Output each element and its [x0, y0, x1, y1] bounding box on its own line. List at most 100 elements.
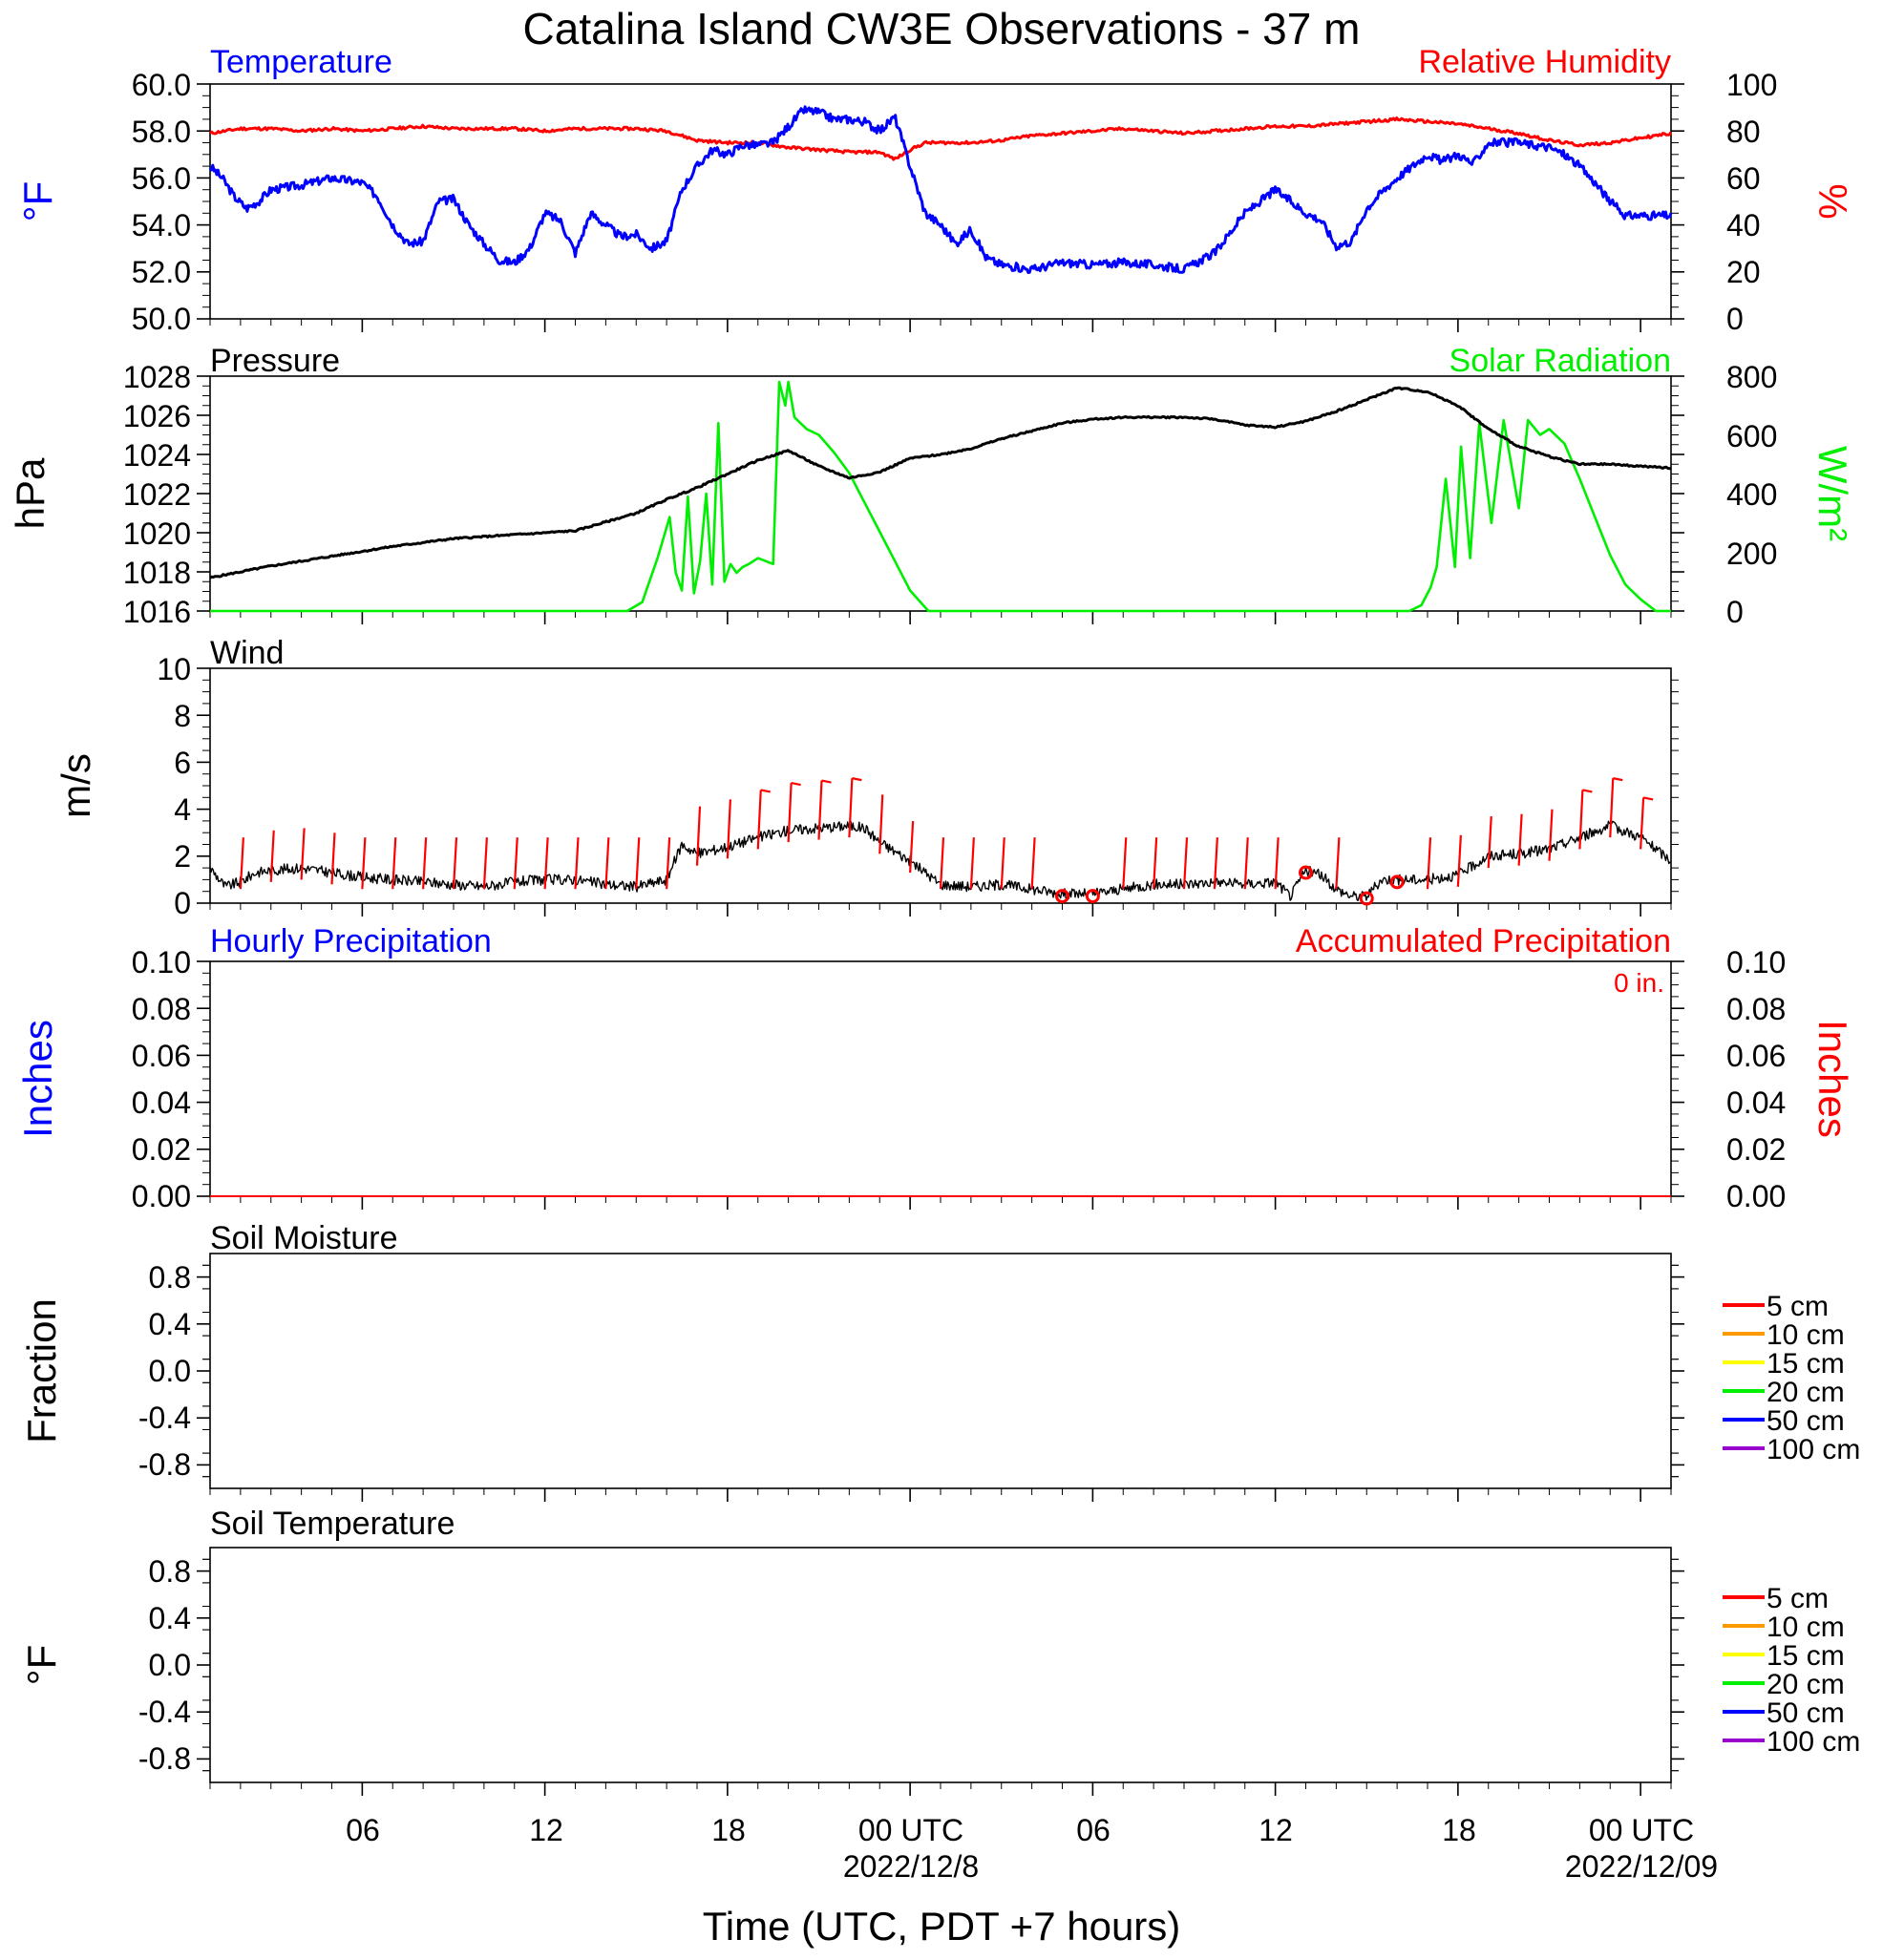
legend-label: 10 cm — [1767, 1319, 1845, 1351]
tick-label: 0.04 — [1726, 1085, 1786, 1120]
tick-label: 0 — [1726, 302, 1744, 336]
temperature-series — [197, 83, 1684, 332]
legend-label: 100 cm — [1767, 1726, 1860, 1758]
wind-barb — [1548, 809, 1554, 861]
tick-label: 0.8 — [149, 1554, 191, 1589]
tick-label: 1020 — [123, 516, 191, 551]
tick-label: 0.06 — [132, 1039, 191, 1073]
calm-wind-marker — [1299, 865, 1313, 880]
wind-title: Wind — [210, 635, 284, 671]
tick-label: 52.0 — [132, 255, 191, 289]
legend-label: 10 cm — [1767, 1612, 1845, 1643]
x-tick-label: 00 UTC — [1589, 1813, 1694, 1847]
panel-frame — [209, 1253, 1672, 1489]
tick-label: 0.10 — [1726, 945, 1786, 980]
pressure-ylabel: hPa — [8, 457, 53, 529]
wind-barb-flag — [760, 789, 771, 793]
wind-barb — [666, 837, 671, 890]
humidity-ylabel: % — [1810, 183, 1855, 219]
legend-item: 20 cm — [1723, 1669, 1845, 1700]
tick-label: 1016 — [123, 595, 191, 629]
precipitation-series — [197, 960, 1684, 1210]
soil-moisture-title: Soil Moisture — [210, 1220, 398, 1256]
wind-barb — [635, 837, 641, 890]
wind-barb-flag — [1582, 789, 1593, 793]
wind-barb — [695, 806, 702, 866]
wind-barb — [422, 837, 428, 890]
tick-label: -0.4 — [138, 1695, 191, 1729]
wind-barb — [1487, 816, 1492, 869]
solar-title: Solar Radiation — [1449, 343, 1671, 379]
tick-label: 10 — [157, 652, 191, 686]
legend-item: 20 cm — [1723, 1377, 1845, 1408]
legend-item: 10 cm — [1723, 1319, 1845, 1351]
soil-temperature-ylabel: °F — [19, 1645, 64, 1685]
tick-label: 1022 — [123, 477, 191, 512]
tick-label: 0.02 — [132, 1132, 191, 1167]
tick-label: -0.8 — [138, 1741, 191, 1776]
hourly-precip-title: Hourly Precipitation — [210, 923, 492, 959]
legend-label: 50 cm — [1767, 1697, 1845, 1729]
wind-barb — [969, 837, 975, 890]
tick-label: 0.02 — [1726, 1132, 1786, 1167]
wind-barb — [909, 820, 915, 874]
soil-temperature-tick-labels: 0.8 0.4 0.0 -0.4 -0.8 — [138, 1554, 191, 1776]
temperature-tick-labels: 60.0 58.0 56.0 54.0 52.0 50.0 — [132, 68, 191, 336]
wind-barb — [1517, 813, 1523, 866]
x-axis-label: Time (UTC, PDT +7 hours) — [703, 1904, 1181, 1949]
legend-item: 5 cm — [1723, 1583, 1829, 1614]
wind-barb — [1000, 837, 1005, 890]
tick-label: 0.00 — [1726, 1179, 1786, 1213]
x-tick-sublabel: 2022/12/09 — [1565, 1849, 1718, 1884]
legend-item: 10 cm — [1723, 1612, 1845, 1643]
tick-label: 0.8 — [149, 1260, 191, 1295]
wind-barb — [482, 837, 488, 890]
soil-moisture-ylabel: Fraction — [19, 1298, 64, 1444]
panel-frame — [209, 375, 1672, 612]
tick-label: 0.4 — [149, 1307, 191, 1341]
calm-wind-marker — [1055, 889, 1069, 904]
wind-barb-flag — [791, 781, 801, 787]
wind-barb — [239, 837, 244, 890]
panel-frame — [209, 960, 1672, 1197]
panel-precipitation: Hourly Precipitation Accumulated Precipi… — [15, 923, 1855, 1213]
soil-temperature-legend: 5 cm 10 cm 15 cm 20 cm 50 cm 100 cm — [1723, 1583, 1860, 1758]
tick-label: 400 — [1726, 477, 1777, 512]
wind-barb — [543, 837, 549, 890]
tick-label: 0.0 — [149, 1648, 191, 1682]
panel-temperature-humidity: Temperature Relative Humidity °F % 60.0 … — [15, 44, 1855, 336]
panel-soil-moisture: Soil Moisture Fraction 0.8 0.4 0.0 -0.4 … — [19, 1220, 1860, 1502]
wind-barb-flag — [1642, 796, 1654, 801]
panel-frame — [209, 1547, 1672, 1783]
tick-label: 4 — [174, 792, 191, 827]
wind-barb — [300, 828, 306, 880]
legend-item: 5 cm — [1723, 1291, 1829, 1322]
tick-label: 0.00 — [132, 1179, 191, 1213]
legend-item: 100 cm — [1723, 1434, 1860, 1465]
wind-barb — [787, 782, 793, 843]
x-tick-label: 12 — [1259, 1813, 1293, 1847]
panel-pressure-solar: Pressure Solar Radiation hPa W/m² 1028 1… — [8, 343, 1855, 629]
legend-label: 5 cm — [1767, 1291, 1829, 1322]
wind-barb — [452, 837, 458, 890]
wind-barb — [726, 799, 731, 859]
humidity-tick-labels: 100 80 60 40 20 0 — [1726, 68, 1777, 336]
calm-wind-marker — [1359, 891, 1374, 906]
legend-label: 15 cm — [1767, 1348, 1845, 1380]
accum-precip-value: 0 in. — [1614, 968, 1664, 998]
pressure-series — [197, 375, 1684, 624]
wind-barb — [1578, 790, 1584, 850]
tick-label: 1026 — [123, 399, 191, 433]
tick-label: 0.08 — [1726, 992, 1786, 1026]
legend-label: 50 cm — [1767, 1405, 1845, 1437]
legend-label: 15 cm — [1767, 1640, 1845, 1672]
x-tick-label: 12 — [529, 1813, 563, 1847]
tick-label: 1024 — [123, 438, 191, 473]
soil-moisture-legend: 5 cm 10 cm 15 cm 20 cm 50 cm 100 cm — [1723, 1291, 1860, 1465]
tick-label: 600 — [1726, 419, 1777, 453]
wind-barb — [1426, 837, 1432, 890]
wind-barb — [604, 837, 610, 890]
wind-barb — [1153, 837, 1158, 890]
calm-wind-marker — [1085, 889, 1100, 904]
pressure-title: Pressure — [210, 343, 340, 379]
